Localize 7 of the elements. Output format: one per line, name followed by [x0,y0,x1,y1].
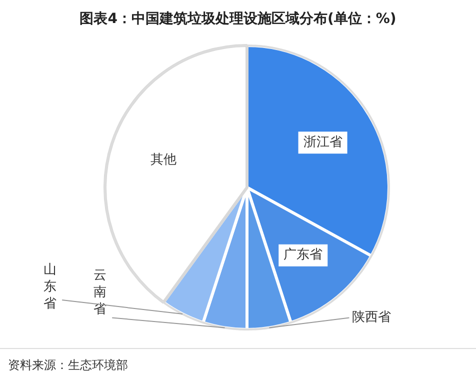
slice-label: 山东省 [44,262,57,312]
slice-label: 陕西省 [352,310,392,326]
chart-title: 图表4：中国建筑垃圾处理设施区域分布(单位：%) [78,10,398,28]
slice-label: 浙江省 [303,135,342,150]
slice-label: 广东省 [284,248,323,263]
slice-label: 其他 [150,152,176,168]
text: 资料来源：生态环境部 [8,357,128,374]
